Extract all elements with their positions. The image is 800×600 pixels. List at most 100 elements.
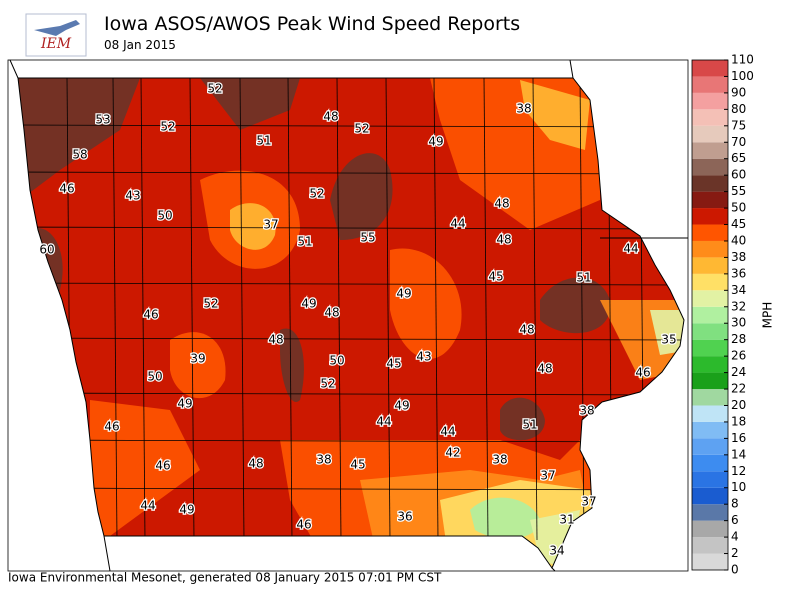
- station-value: 38: [516, 102, 531, 116]
- station-value: 49: [179, 503, 194, 517]
- colorbar-tick-label: 45: [731, 217, 746, 231]
- colorbar-band: [692, 323, 728, 340]
- county-line: [112, 78, 118, 541]
- county-line: [140, 78, 146, 541]
- colorbar-tick-label: 90: [731, 85, 746, 99]
- contour-region: [90, 400, 200, 536]
- colorbar-tick-label: 28: [731, 332, 746, 346]
- colorbar-band: [692, 471, 728, 488]
- colorbar-tick-label: 60: [731, 168, 746, 182]
- colorbar-tick-label: 6: [731, 513, 739, 527]
- station-value: 48: [268, 333, 283, 347]
- station-value: 37: [540, 469, 555, 483]
- station-value: 31: [559, 513, 574, 527]
- colorbar-tick-label: 80: [731, 102, 746, 116]
- station-value: 38: [579, 404, 594, 418]
- colorbar-tick-label: 40: [731, 233, 746, 247]
- station-value: 46: [104, 420, 119, 434]
- colorbar-tick-label: 30: [731, 316, 746, 330]
- station-value: 53: [95, 113, 110, 127]
- colorbar-tick-label: 110: [731, 53, 754, 67]
- station-value: 35: [661, 333, 676, 347]
- station-value: 37: [263, 218, 278, 232]
- county-line: [18, 171, 684, 175]
- station-value: 51: [256, 134, 271, 148]
- colorbar-band: [692, 553, 728, 570]
- contour-region: [280, 328, 304, 402]
- station-value: 45: [386, 357, 401, 371]
- colorbar-band: [692, 306, 728, 324]
- station-value: 48: [537, 362, 552, 376]
- county-line: [385, 78, 391, 541]
- station-value: 52: [354, 122, 369, 136]
- colorbar-band: [692, 191, 728, 209]
- station-value: 52: [203, 297, 218, 311]
- county-line: [483, 78, 489, 541]
- colorbar-band: [692, 175, 728, 192]
- station-value: 46: [155, 459, 170, 473]
- colorbar-tick-label: 16: [731, 431, 746, 445]
- station-value: 48: [324, 306, 339, 320]
- county-line: [336, 78, 342, 541]
- colorbar-band: [692, 405, 728, 422]
- colorbar-tick-label: 100: [731, 69, 754, 83]
- station-value: 38: [316, 453, 331, 467]
- station-value: 43: [416, 350, 431, 364]
- logo-text: IEM: [40, 36, 72, 52]
- logo-plane: [34, 20, 80, 36]
- station-value: 49: [396, 287, 411, 301]
- colorbar-band: [692, 520, 728, 538]
- county-line: [18, 439, 684, 443]
- colorbar-tick-label: 36: [731, 266, 746, 280]
- colorbar-tick-label: 26: [731, 349, 746, 363]
- station-value: 46: [635, 366, 650, 380]
- colorbar-tick-label: 38: [731, 250, 746, 264]
- station-value: 48: [496, 233, 511, 247]
- colorbar-tick-label: 20: [731, 398, 746, 412]
- station-value: 50: [329, 354, 344, 368]
- colorbar-tick-label: 8: [731, 497, 739, 511]
- station-value: 45: [350, 458, 365, 472]
- colorbar-tick-label: 18: [731, 414, 746, 428]
- county-line: [579, 78, 585, 541]
- station-value: 37: [581, 495, 596, 509]
- colorbar-band: [692, 487, 728, 505]
- colorbar-band: [692, 421, 728, 439]
- station-value: 46: [59, 182, 74, 196]
- station-value: 52: [160, 120, 175, 134]
- colorbar-band: [692, 504, 728, 521]
- state-border: [17, 77, 685, 570]
- contour-region: [520, 80, 590, 150]
- colorbar-band: [692, 208, 728, 225]
- colorbar-band: [692, 438, 728, 455]
- county-line: [189, 78, 195, 541]
- county-line: [18, 282, 684, 286]
- station-value: 48: [494, 197, 509, 211]
- subtitle: 08 Jan 2015: [104, 38, 176, 52]
- contour-region: [390, 248, 462, 359]
- county-line: [433, 78, 439, 541]
- station-value: 60: [39, 243, 54, 257]
- station-value: 48: [519, 323, 534, 337]
- colorbar-tick-label: 10: [731, 480, 746, 494]
- colorbar-band: [692, 537, 728, 554]
- colorbar-frame: [691, 59, 729, 571]
- station-value: 45: [488, 270, 503, 284]
- contour-region: [18, 78, 140, 200]
- colorbar-tick-label: 22: [731, 382, 746, 396]
- station-value: 43: [125, 189, 140, 203]
- footer: Iowa Environmental Mesonet, generated 08…: [8, 571, 442, 585]
- colorbar-band: [692, 142, 728, 159]
- station-value: 55: [360, 231, 375, 245]
- station-value: 39: [190, 352, 205, 366]
- colorbar-band: [692, 389, 728, 406]
- colorbar-band: [692, 240, 728, 258]
- colorbar-tick-label: 4: [731, 530, 739, 544]
- colorbar-tick-label: 2: [731, 546, 739, 560]
- county-line: [18, 487, 684, 491]
- county-line: [18, 124, 684, 128]
- colorbar: 0246810121416182022242628303234363840455…: [691, 53, 775, 577]
- station-value: 48: [248, 457, 263, 471]
- contour-region: [330, 153, 393, 240]
